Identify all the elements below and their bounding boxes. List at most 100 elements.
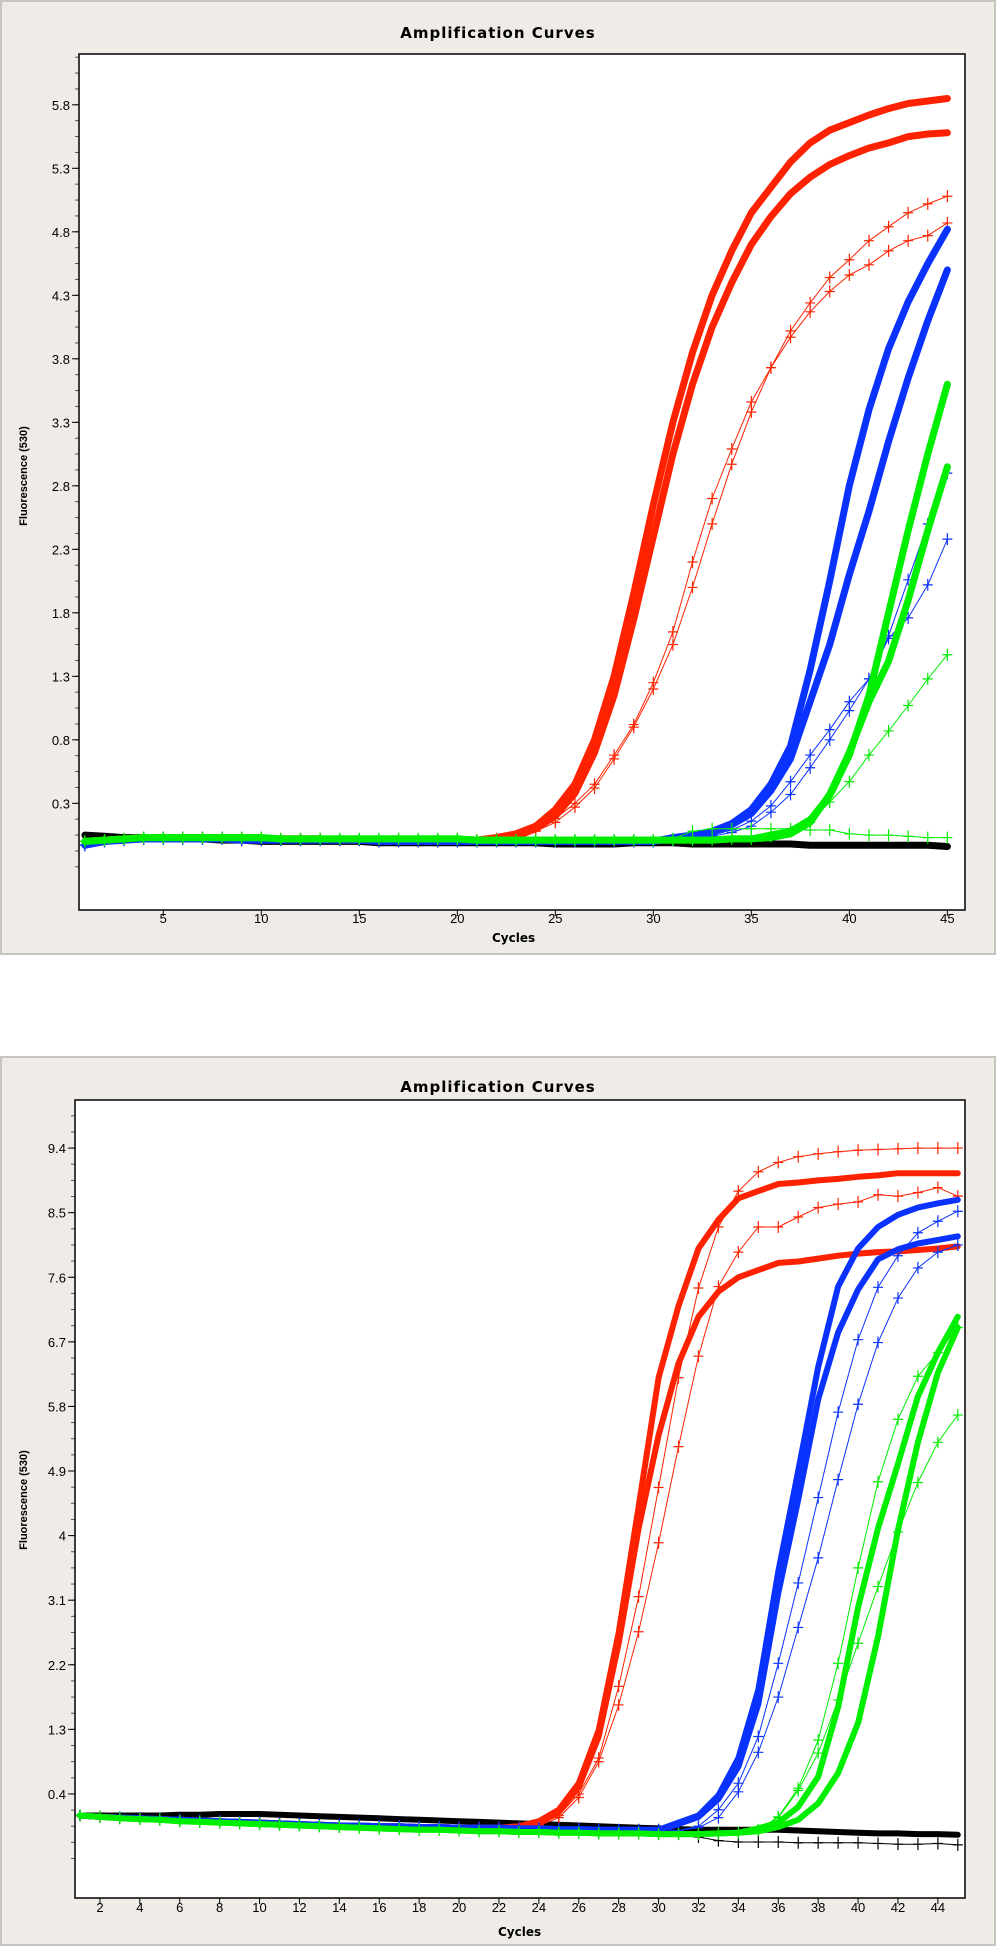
x-tick-label: 18 [412, 1900, 426, 1915]
plot-area [75, 1100, 965, 1898]
data-point-marker [833, 1473, 844, 1486]
y-tick-label: 5.3 [52, 161, 70, 176]
x-tick-label: 10 [252, 1900, 266, 1915]
data-point-marker [753, 1221, 764, 1234]
data-point-marker [863, 829, 874, 842]
data-point-marker [813, 1836, 824, 1849]
data-point-marker [833, 1198, 844, 1211]
data-point-marker [713, 1280, 724, 1293]
x-tick-label: 36 [771, 1900, 785, 1915]
data-point-marker [726, 822, 737, 835]
amplification-plot: 0.3 0.8 1.3 1.8 2.3 2.8 3.3 3.8 4.3 4.8 5.3 5.8 5 10 1… [52, 53, 966, 926]
data-point-marker [707, 517, 718, 530]
data-point-marker [773, 1221, 784, 1234]
plot-area [79, 54, 965, 910]
data-point-marker [746, 406, 757, 419]
data-point-marker [863, 234, 874, 247]
y-tick-label: 1.3 [48, 1722, 66, 1737]
data-point-marker [805, 749, 816, 762]
data-point-marker [824, 823, 835, 836]
y-tick-label: 4.8 [52, 225, 70, 240]
data-point-marker [833, 1836, 844, 1849]
x-tick-label: 40 [842, 911, 856, 926]
chart-panel-2: Amplification Curves Fluorescence (530) … [0, 1056, 996, 1946]
data-point-marker [553, 1811, 564, 1824]
data-point-marker [922, 831, 933, 844]
y-tick-label: 3.8 [52, 352, 70, 367]
data-point-marker [753, 1165, 764, 1178]
data-point-marker [785, 788, 796, 801]
data-point-marker [569, 801, 580, 814]
x-tick-label: 6 [176, 1900, 183, 1915]
data-point-marker [613, 1698, 624, 1711]
data-point-marker [844, 775, 855, 788]
data-point-marker [746, 395, 757, 408]
chart-title: Amplification Curves [400, 24, 596, 42]
y-tick-label: 5.8 [48, 1399, 66, 1414]
data-point-marker [667, 625, 678, 638]
y-tick-label: 1.8 [52, 606, 70, 621]
data-point-marker [912, 1370, 923, 1383]
x-tick-label: 5 [160, 911, 167, 926]
y-tick-label: 4.9 [48, 1464, 66, 1479]
amplification-curve-13 [81, 463, 951, 845]
data-point-marker [707, 492, 718, 505]
data-point-marker [952, 1838, 963, 1851]
data-point-marker [932, 1142, 943, 1155]
data-point-marker [873, 1281, 884, 1294]
data-point-marker [833, 1406, 844, 1419]
data-point-marker [932, 1436, 943, 1449]
data-point-marker [873, 1143, 884, 1156]
data-point-marker [932, 1246, 943, 1259]
data-point-marker [785, 775, 796, 788]
x-axis-label: Cycles [498, 1925, 542, 1939]
data-point-marker [844, 827, 855, 840]
chart-panel-1: Amplification Curves Fluorescence (530) … [0, 0, 996, 955]
data-point-marker [765, 806, 776, 819]
y-tick-label: 6.7 [48, 1335, 66, 1350]
y-tick-label: 3.3 [52, 415, 70, 430]
x-tick-label: 30 [646, 911, 660, 926]
data-point-marker [793, 1836, 804, 1849]
data-point-marker [805, 305, 816, 318]
data-point-marker [773, 1836, 784, 1849]
data-point-marker [883, 220, 894, 233]
data-point-marker [653, 1536, 664, 1549]
data-point-marker [793, 1621, 804, 1634]
data-point-marker [785, 331, 796, 344]
data-point-marker [873, 1837, 884, 1850]
data-point-marker [873, 1188, 884, 1201]
data-point-marker [673, 1371, 684, 1384]
data-point-marker [813, 1747, 824, 1760]
x-tick-label: 25 [548, 911, 562, 926]
data-point-marker [667, 638, 678, 651]
data-point-marker [873, 1475, 884, 1488]
x-tick-label: 42 [891, 1900, 905, 1915]
x-tick-label: 28 [611, 1900, 625, 1915]
data-point-marker [912, 1261, 923, 1274]
x-tick-label: 20 [450, 911, 464, 926]
x-tick-label: 16 [372, 1900, 386, 1915]
data-point-marker [883, 829, 894, 842]
data-point-marker [942, 190, 953, 203]
x-tick-label: 15 [352, 911, 366, 926]
y-tick-label: 4.3 [52, 288, 70, 303]
x-axis-label: Cycles [492, 931, 536, 945]
data-point-marker [932, 1837, 943, 1850]
y-tick-label: 8.5 [48, 1206, 66, 1221]
y-tick-label: 3.1 [48, 1593, 66, 1608]
data-point-marker [942, 831, 953, 844]
data-point-marker [687, 581, 698, 594]
data-point-marker [903, 206, 914, 219]
data-point-marker [733, 1185, 744, 1198]
data-point-marker [912, 1476, 923, 1489]
data-point-marker [793, 1784, 804, 1797]
data-point-marker [726, 458, 737, 471]
data-point-marker [753, 1836, 764, 1849]
chart-title: Amplification Curves [400, 1078, 596, 1096]
data-point-marker [912, 1838, 923, 1851]
x-tick-label: 32 [691, 1900, 705, 1915]
x-tick-label: 40 [851, 1900, 865, 1915]
series-group [75, 1142, 963, 1851]
x-tick-label: 8 [216, 1900, 223, 1915]
